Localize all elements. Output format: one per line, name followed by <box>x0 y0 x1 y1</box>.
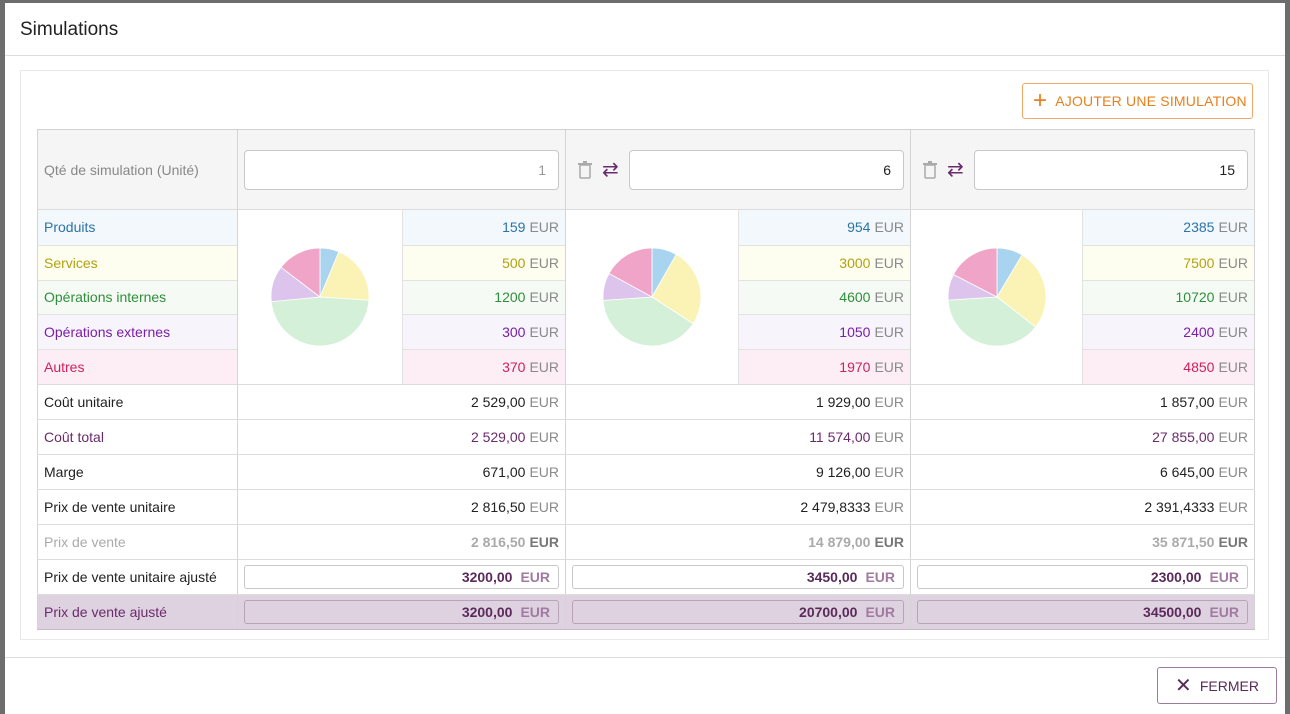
sim-2-pie-area <box>566 210 738 384</box>
sim-3-externes-value: 2400 <box>1183 324 1215 341</box>
sim-3-internes-value: 10720 <box>1175 289 1215 306</box>
sim-2-services-value: 3000 <box>839 254 871 271</box>
sim-1-categories: 159 EUR 500 EUR 1200 EUR 300 EUR 370 EUR <box>237 210 565 384</box>
trash-icon[interactable] <box>923 160 937 179</box>
sim-2-unit-cost: 1 929,00 <box>815 394 871 410</box>
sim-3-pie-area <box>911 210 1082 384</box>
modal-body: + AJOUTER UNE SIMULATION Qté de simulati… <box>20 70 1269 640</box>
category-label-operations-externes: Opérations externes <box>37 314 237 350</box>
qty-row: Qté de simulation (Unité) 1 ⇄ 6 <box>37 129 1255 210</box>
swap-icon[interactable]: ⇄ <box>602 158 619 181</box>
modal-footer: ✕ FERMER <box>5 657 1285 714</box>
pie-slice-operations-internes <box>602 296 694 347</box>
sim-1-price: 2 816,50 <box>470 534 526 550</box>
sim-3-total-cost: 27 855,00 <box>1152 429 1215 445</box>
sim-3-adj-unit-price-input[interactable]: 2300,00 EUR <box>917 565 1248 589</box>
sim-1-unit-price: 2 816,50 <box>470 499 526 515</box>
close-label: FERMER <box>1199 677 1259 694</box>
sim-3-unit-cost: 1 857,00 <box>1159 394 1215 410</box>
sim-2-qty-input[interactable]: 6 <box>628 149 904 190</box>
sim-2-adj-price-input[interactable]: 20700,00 EUR <box>572 600 904 624</box>
add-simulation-button[interactable]: + AJOUTER UNE SIMULATION <box>1022 83 1253 119</box>
sim-1-total-cost: 2 529,00 <box>470 429 526 445</box>
sim-2-externes-value: 1050 <box>839 324 871 341</box>
sim-3-qty-input[interactable]: 15 <box>973 149 1248 190</box>
sim-3-services-value: 7500 <box>1183 254 1215 271</box>
sim-2-qty-cell: ⇄ 6 <box>565 130 910 209</box>
close-icon: ✕ <box>1175 675 1192 697</box>
category-block: Produits Services Opérations internes Op… <box>37 210 1255 385</box>
unit-price-label: Prix de vente unitaire <box>37 490 237 524</box>
sim-2-categories: 954 EUR 3000 EUR 4600 EUR 1050 EUR 1970 EUR <box>565 210 910 384</box>
close-button[interactable]: ✕ FERMER <box>1157 667 1277 704</box>
sim-1-margin: 671,00 <box>482 464 526 480</box>
sim-3-adj-price-input[interactable]: 34500,00 EUR <box>917 600 1248 624</box>
adj-unit-price-row: Prix de vente unitaire ajusté 3200,00 EUR… <box>37 560 1255 595</box>
category-label-autres: Autres <box>37 349 237 384</box>
swap-icon[interactable]: ⇄ <box>947 158 964 181</box>
sim-1-adj-unit-price-input[interactable]: 3200,00 EUR <box>244 565 559 589</box>
unit-cost-row: Coût unitaire 2 529,00 EUR 1 929,00 EUR 1 … <box>37 385 1255 420</box>
category-label-produits: Produits <box>37 210 237 245</box>
total-cost-row: Coût total 2 529,00 EUR 11 574,00 EUR 27 8… <box>37 420 1255 455</box>
sim-1-qty-input[interactable]: 1 <box>244 149 559 190</box>
category-label-operations-internes: Opérations internes <box>37 279 237 315</box>
sim-2-autres-value: 1970 <box>839 359 871 376</box>
sim-3-margin: 6 645,00 <box>1159 464 1215 480</box>
sim-3-produits-value: 2385 <box>1183 219 1215 236</box>
pie-slice-autres <box>952 247 997 298</box>
adj-price-row: Prix de vente ajusté 3200,00 EUR 20700,00… <box>37 595 1255 630</box>
sim-1-qty-cell: 1 <box>237 130 565 209</box>
sim-2-margin: 9 126,00 <box>815 464 871 480</box>
unit-cost-label: Coût unitaire <box>37 385 237 419</box>
sim-3-pie-chart <box>947 247 1046 347</box>
pie-slice-operations-internes <box>947 296 1036 347</box>
sim-3-autres-value: 4850 <box>1183 359 1215 376</box>
sim-3-categories: 2385 EUR 7500 EUR 10720 EUR 2400 EUR 4850 EUR <box>910 210 1255 384</box>
adj-unit-price-label: Prix de vente unitaire ajusté <box>37 560 237 594</box>
sim-1-autres-value: 370 <box>502 359 526 376</box>
pie-slice-services <box>319 251 370 301</box>
sim-1-externes-value: 300 <box>502 324 526 341</box>
trash-icon[interactable] <box>578 160 592 179</box>
sim-1-adj-price-input[interactable]: 3200,00 EUR <box>244 600 559 624</box>
sim-2-adj-unit-price-input[interactable]: 3450,00 EUR <box>572 565 904 589</box>
sim-3-qty-cell: ⇄ 15 <box>910 130 1255 209</box>
margin-row: Marge 671,00 EUR 9 126,00 EUR 6 645,00 EUR <box>37 455 1255 490</box>
add-simulation-label: AJOUTER UNE SIMULATION <box>1055 93 1247 109</box>
sim-1-services-value: 500 <box>502 254 526 271</box>
sim-2-pie-chart <box>602 247 702 347</box>
sim-1-pie-area <box>238 210 402 384</box>
sim-2-total-cost: 11 574,00 <box>809 429 871 445</box>
sim-1-unit-cost: 2 529,00 <box>470 394 526 410</box>
simulations-modal: Simulations + AJOUTER UNE SIMULATION Qté… <box>5 3 1285 714</box>
sim-3-price: 35 871,50 <box>1152 534 1215 550</box>
total-cost-label: Coût total <box>37 420 237 454</box>
price-label: Prix de vente <box>37 525 237 559</box>
sim-2-internes-value: 4600 <box>839 289 871 306</box>
pie-slice-autres <box>280 247 321 298</box>
pie-slice-services <box>651 253 702 325</box>
modal-title: Simulations <box>5 3 1285 56</box>
qty-label: Qté de simulation (Unité) <box>37 130 237 209</box>
adj-price-label: Prix de vente ajusté <box>37 595 237 629</box>
sim-1-internes-value: 1200 <box>494 289 526 306</box>
sim-1-produits-value: 159 <box>502 219 526 236</box>
margin-label: Marge <box>37 455 237 489</box>
price-row: Prix de vente 2 816,50 EUR 14 879,00 EUR 3… <box>37 525 1255 560</box>
sim-3-unit-price: 2 391,4333 <box>1144 499 1215 515</box>
pie-slice-operations-internes <box>270 296 370 347</box>
sim-2-unit-price: 2 479,8333 <box>800 499 871 515</box>
plus-icon: + <box>1033 87 1048 114</box>
unit-price-row: Prix de vente unitaire 2 816,50 EUR 2 479… <box>37 490 1255 525</box>
sim-2-produits-value: 954 <box>847 219 871 236</box>
sim-2-price: 14 879,00 <box>808 534 871 550</box>
category-label-services: Services <box>37 244 237 280</box>
sim-1-pie-chart <box>270 247 370 347</box>
pie-slice-services <box>995 254 1046 328</box>
pie-slice-autres <box>608 247 653 298</box>
simulation-grid: Qté de simulation (Unité) 1 ⇄ 6 <box>37 129 1255 630</box>
